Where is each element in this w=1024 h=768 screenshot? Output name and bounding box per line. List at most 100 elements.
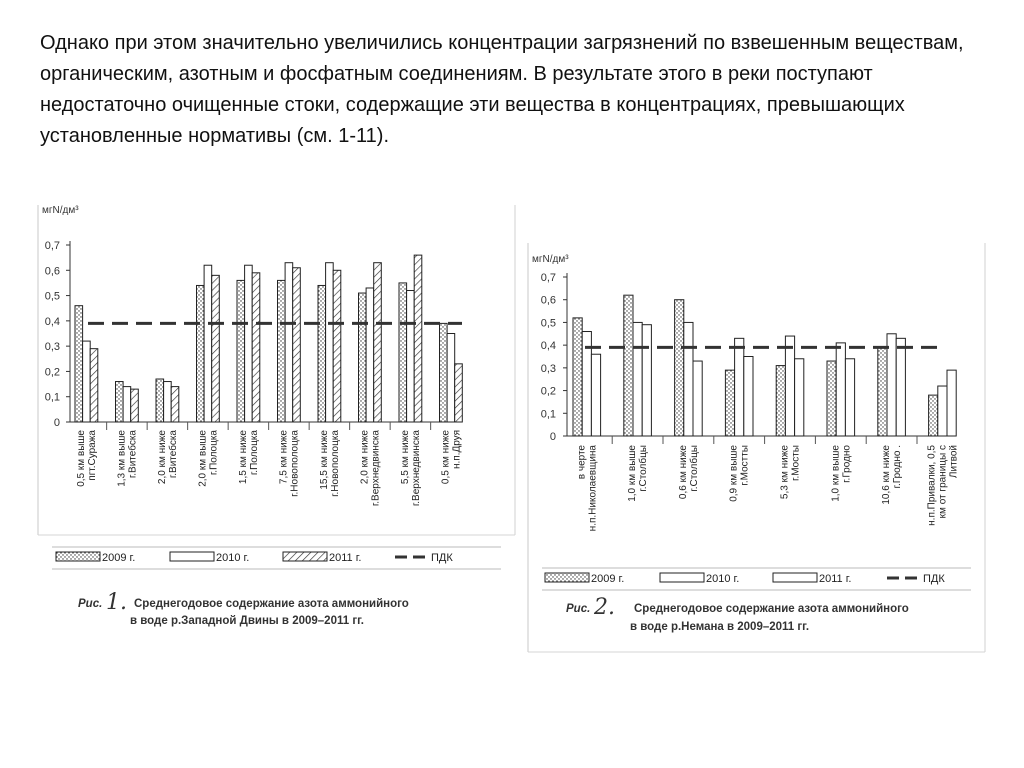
bar-2011г-10: [454, 363, 463, 423]
x-category-label: 10,6 км нижег.Гродно .: [881, 445, 903, 505]
bar-2009г-8: [928, 394, 939, 437]
bar-2009г-3: [674, 299, 685, 437]
x-category-label-line: 0,5 км выше: [76, 430, 87, 487]
y-tick-label: 0,1: [45, 392, 60, 404]
x-category-label: 2,0 км нижег.Верхнедвинска: [359, 430, 381, 507]
bar-2011г-4: [743, 356, 754, 437]
x-category-label-line: 0,9 км выше: [729, 445, 740, 502]
bar-2009г-4: [724, 369, 736, 437]
bar-2009г-2: [623, 294, 634, 437]
bar-2011г-5: [794, 358, 805, 437]
bar-2010г-4: [734, 337, 745, 437]
bar-2009г-4: [196, 284, 205, 423]
x-category-label-line: г.Столбцы: [688, 445, 700, 492]
legend-label: 2011 г.: [329, 552, 361, 564]
caption-line-2: в воде р.Немана в 2009–2011 гг.: [630, 621, 809, 633]
bar-2010г-8: [365, 287, 375, 423]
legend-label: ПДК: [923, 573, 945, 585]
legend-swatch: [544, 572, 590, 583]
bar-2010г-5: [244, 264, 253, 423]
bar-2011г-7: [332, 269, 342, 423]
x-category-label-line: г.Мостты: [740, 445, 751, 486]
x-category-label-line: н.п.Привалки, 0,5: [926, 445, 937, 526]
bar-2010г-3: [163, 381, 172, 423]
bar-2010г-7: [886, 333, 897, 437]
bar-2011г-1: [89, 348, 99, 423]
legend-label: 2011 г.: [819, 573, 851, 585]
caption-prefix: Рис.: [566, 603, 590, 615]
bar-2010г-2: [632, 321, 643, 437]
y-tick-label: 0,3: [45, 341, 60, 353]
x-category-label-line: 5,3 км ниже: [780, 445, 791, 500]
bar-2010г-6: [835, 342, 846, 437]
y-tick-label: 0,2: [541, 386, 556, 398]
bar-2011г-2: [130, 388, 139, 423]
x-category-label-line: 7,5 км ниже: [278, 430, 289, 485]
bar-2009г-7: [317, 284, 327, 423]
bar-2010г-7: [325, 262, 334, 423]
x-category-label-line: г.Гродно: [841, 445, 852, 483]
x-category-label-line: г.Верхнедвинска: [411, 430, 422, 507]
bar-2009г-6: [826, 360, 837, 437]
x-category-label-line: 0,5 км ниже: [440, 430, 451, 485]
x-category-label: 5,5 км нижег.Верхнедвинска: [400, 430, 422, 507]
bar-2009г-9: [398, 282, 408, 423]
y-tick-label: 0,4: [541, 340, 556, 352]
bar-2009г-10: [439, 322, 448, 423]
x-category-label: 1,0 км вышег.Гродно: [830, 445, 852, 502]
x-category-label: 15,5 км нижег.Новополоцка: [319, 430, 341, 497]
x-category-label: 0,5 км нижен.п.Друя: [440, 430, 462, 485]
x-category-label-line: 2,0 км ниже: [359, 430, 370, 485]
caption-line-1: Среднегодовое содержание азота аммонийно…: [134, 598, 409, 610]
bar-2009г-5: [775, 365, 786, 437]
y-axis-label: мгN/дм³: [42, 205, 79, 216]
x-category-label-line: 2,0 км выше: [197, 430, 208, 487]
x-category-label-line: г.Мосты: [791, 445, 802, 481]
x-category-label-line: пгт.Суража: [87, 430, 98, 481]
x-category-label: 0,5 км вышепгт.Суража: [76, 430, 98, 487]
bar-2010г-6: [284, 262, 294, 423]
x-category-label-line: н.п.Николаевщина: [587, 445, 598, 532]
x-category-label-line: 15,5 км ниже: [319, 430, 330, 490]
legend-label: 2009 г.: [591, 573, 624, 585]
y-tick-label: 0: [54, 417, 60, 429]
caption-line-2: в воде р.Западной Двины в 2009–2011 гг.: [130, 615, 364, 627]
x-category-label: 2,0 км вышег.Полоцка: [197, 430, 219, 487]
bar-2011г-7: [895, 337, 906, 437]
legend-swatch: [772, 572, 818, 583]
bar-2010г-8: [937, 385, 948, 437]
caption-number: 1.: [106, 590, 127, 615]
x-category-label: 0,6 км нижег.Столбцы: [678, 445, 700, 500]
x-category-label-line: н.п.Друя: [451, 430, 462, 469]
bar-2009г-2: [115, 381, 124, 423]
x-category-label-line: г.Витебска: [126, 430, 138, 479]
y-tick-label: 0,4: [45, 316, 60, 328]
bar-2010г-9: [406, 290, 415, 423]
bar-2011г-9: [413, 254, 423, 423]
y-axis-label: мгN/дм³: [532, 254, 569, 265]
bar-2011г-3: [692, 360, 703, 437]
x-category-label: 2,0 км нижег.Витебска: [157, 430, 179, 485]
x-category-label-line: Литвой: [948, 445, 959, 478]
y-tick-label: 0,6: [45, 265, 60, 277]
x-category-label-line: г.Новополоцка: [330, 430, 341, 497]
chart-1: мгN/дм³ 0 0,1 0,2 0,3 0,4 0,5 0,6 0,7 0,5 км выше…: [37, 205, 516, 627]
x-category-label-line: 1,3 км выше: [116, 430, 127, 487]
x-category-label-line: в черте: [576, 445, 587, 480]
x-category-label-line: 10,6 км ниже: [881, 445, 892, 505]
bar-2009г-7: [877, 346, 888, 437]
x-category-label-line: г.Верхнедвинска: [370, 430, 381, 507]
y-tick-label: 0,5: [541, 317, 556, 329]
caption-prefix: Рис.: [78, 598, 102, 610]
y-tick-label: 0,2: [45, 366, 60, 378]
bar-2010г-5: [784, 335, 796, 437]
bar-2010г-1: [82, 340, 91, 423]
bar-2011г-8: [373, 262, 382, 423]
y-tick-label: 0,7: [45, 240, 60, 252]
intro-paragraph: Однако при этом значительно увеличились …: [40, 32, 964, 147]
legend-swatch: [659, 572, 705, 583]
x-category-label-line: г.Гродно .: [892, 445, 903, 488]
legend-swatch: [55, 551, 101, 562]
